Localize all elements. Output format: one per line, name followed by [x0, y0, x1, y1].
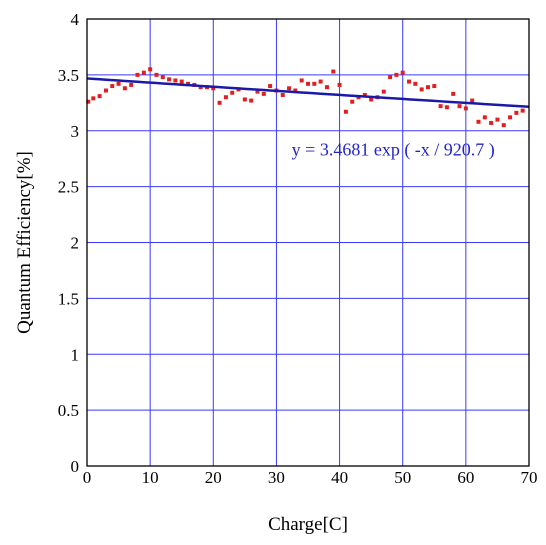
data-point — [444, 105, 449, 110]
x-tick-label: 0 — [83, 468, 92, 487]
data-point — [520, 108, 525, 113]
data-point — [141, 70, 146, 75]
y-tick-label: 2.5 — [58, 178, 79, 197]
data-point — [173, 78, 178, 83]
fit-equation-label: y = 3.4681 exp ( -x / 920.7 ) — [292, 139, 495, 160]
data-point — [451, 91, 456, 96]
data-point — [407, 79, 412, 84]
data-point — [223, 95, 228, 100]
data-point — [242, 97, 247, 102]
fit-series — [86, 77, 530, 109]
y-tick-label: 3.5 — [58, 66, 79, 85]
data-point — [331, 69, 336, 74]
data-point — [287, 86, 292, 91]
y-tick-label: 3 — [71, 122, 80, 141]
data-point — [261, 91, 266, 96]
data-point — [116, 81, 121, 86]
data-point — [179, 79, 184, 84]
data-point — [217, 100, 222, 105]
x-tick-label: 50 — [394, 468, 411, 487]
data-point — [369, 97, 374, 102]
data-point — [160, 75, 165, 80]
x-tick-label: 40 — [331, 468, 348, 487]
data-point — [186, 81, 191, 86]
y-tick-label: 0.5 — [58, 401, 79, 420]
data-point — [413, 81, 418, 86]
data-point — [306, 81, 310, 86]
data-point — [91, 96, 96, 101]
data-point — [249, 98, 254, 103]
fit-line — [86, 77, 530, 109]
data-point — [432, 84, 437, 89]
x-tick-label: 60 — [457, 468, 474, 487]
data-point — [508, 115, 513, 120]
data-point — [463, 106, 468, 111]
x-tick-labels: 0 10 20 30 40 50 60 70 — [83, 468, 538, 487]
data-point — [438, 104, 443, 109]
data-point — [129, 82, 134, 87]
data-point — [482, 115, 487, 120]
data-point — [103, 88, 108, 93]
data-point — [419, 87, 424, 92]
data-point — [148, 67, 153, 72]
data-point — [350, 99, 355, 104]
data-point — [255, 89, 260, 94]
y-tick-label: 1.5 — [58, 289, 79, 308]
data-point — [324, 85, 329, 90]
y-tick-label: 2 — [71, 234, 80, 253]
y-tick-labels: 0 0.5 1 1.5 2 2.5 3 3.5 4 — [58, 10, 80, 476]
data-point — [400, 70, 405, 75]
y-tick-label: 1 — [71, 345, 80, 364]
data-point — [489, 120, 494, 125]
x-tick-label: 10 — [142, 468, 159, 487]
data-point — [381, 89, 386, 94]
data-point — [280, 92, 285, 97]
data-point — [110, 84, 115, 89]
y-tick-label: 0 — [71, 457, 80, 476]
data-point — [470, 98, 475, 103]
data-point — [122, 86, 127, 91]
x-axis-title: Charge[C] — [268, 514, 348, 535]
data-point — [476, 119, 481, 124]
data-point — [425, 85, 430, 90]
scatter-series — [86, 67, 525, 128]
data-point — [457, 104, 462, 109]
y-axis-title: Quantum Efficiency[%] — [14, 151, 35, 334]
grid — [87, 19, 529, 466]
x-tick-label: 20 — [205, 468, 222, 487]
data-point — [501, 123, 506, 128]
data-point — [299, 78, 304, 83]
y-tick-label: 4 — [71, 10, 80, 29]
data-point — [394, 72, 399, 77]
data-point — [135, 72, 140, 77]
data-point — [97, 94, 102, 99]
data-point — [86, 99, 91, 104]
data-point — [268, 84, 273, 89]
data-point — [343, 109, 348, 114]
x-tick-label: 30 — [268, 468, 285, 487]
data-point — [337, 82, 342, 87]
data-point — [293, 88, 298, 93]
plot-frame — [86, 18, 530, 467]
data-point — [362, 92, 367, 97]
data-point — [230, 90, 235, 95]
data-point — [388, 75, 393, 80]
data-point — [312, 81, 317, 86]
data-point — [495, 117, 500, 122]
data-point — [514, 110, 519, 115]
x-tick-label: 70 — [521, 468, 538, 487]
data-point — [211, 86, 216, 91]
data-point — [318, 79, 323, 84]
data-point — [154, 72, 159, 77]
data-point — [167, 77, 172, 82]
